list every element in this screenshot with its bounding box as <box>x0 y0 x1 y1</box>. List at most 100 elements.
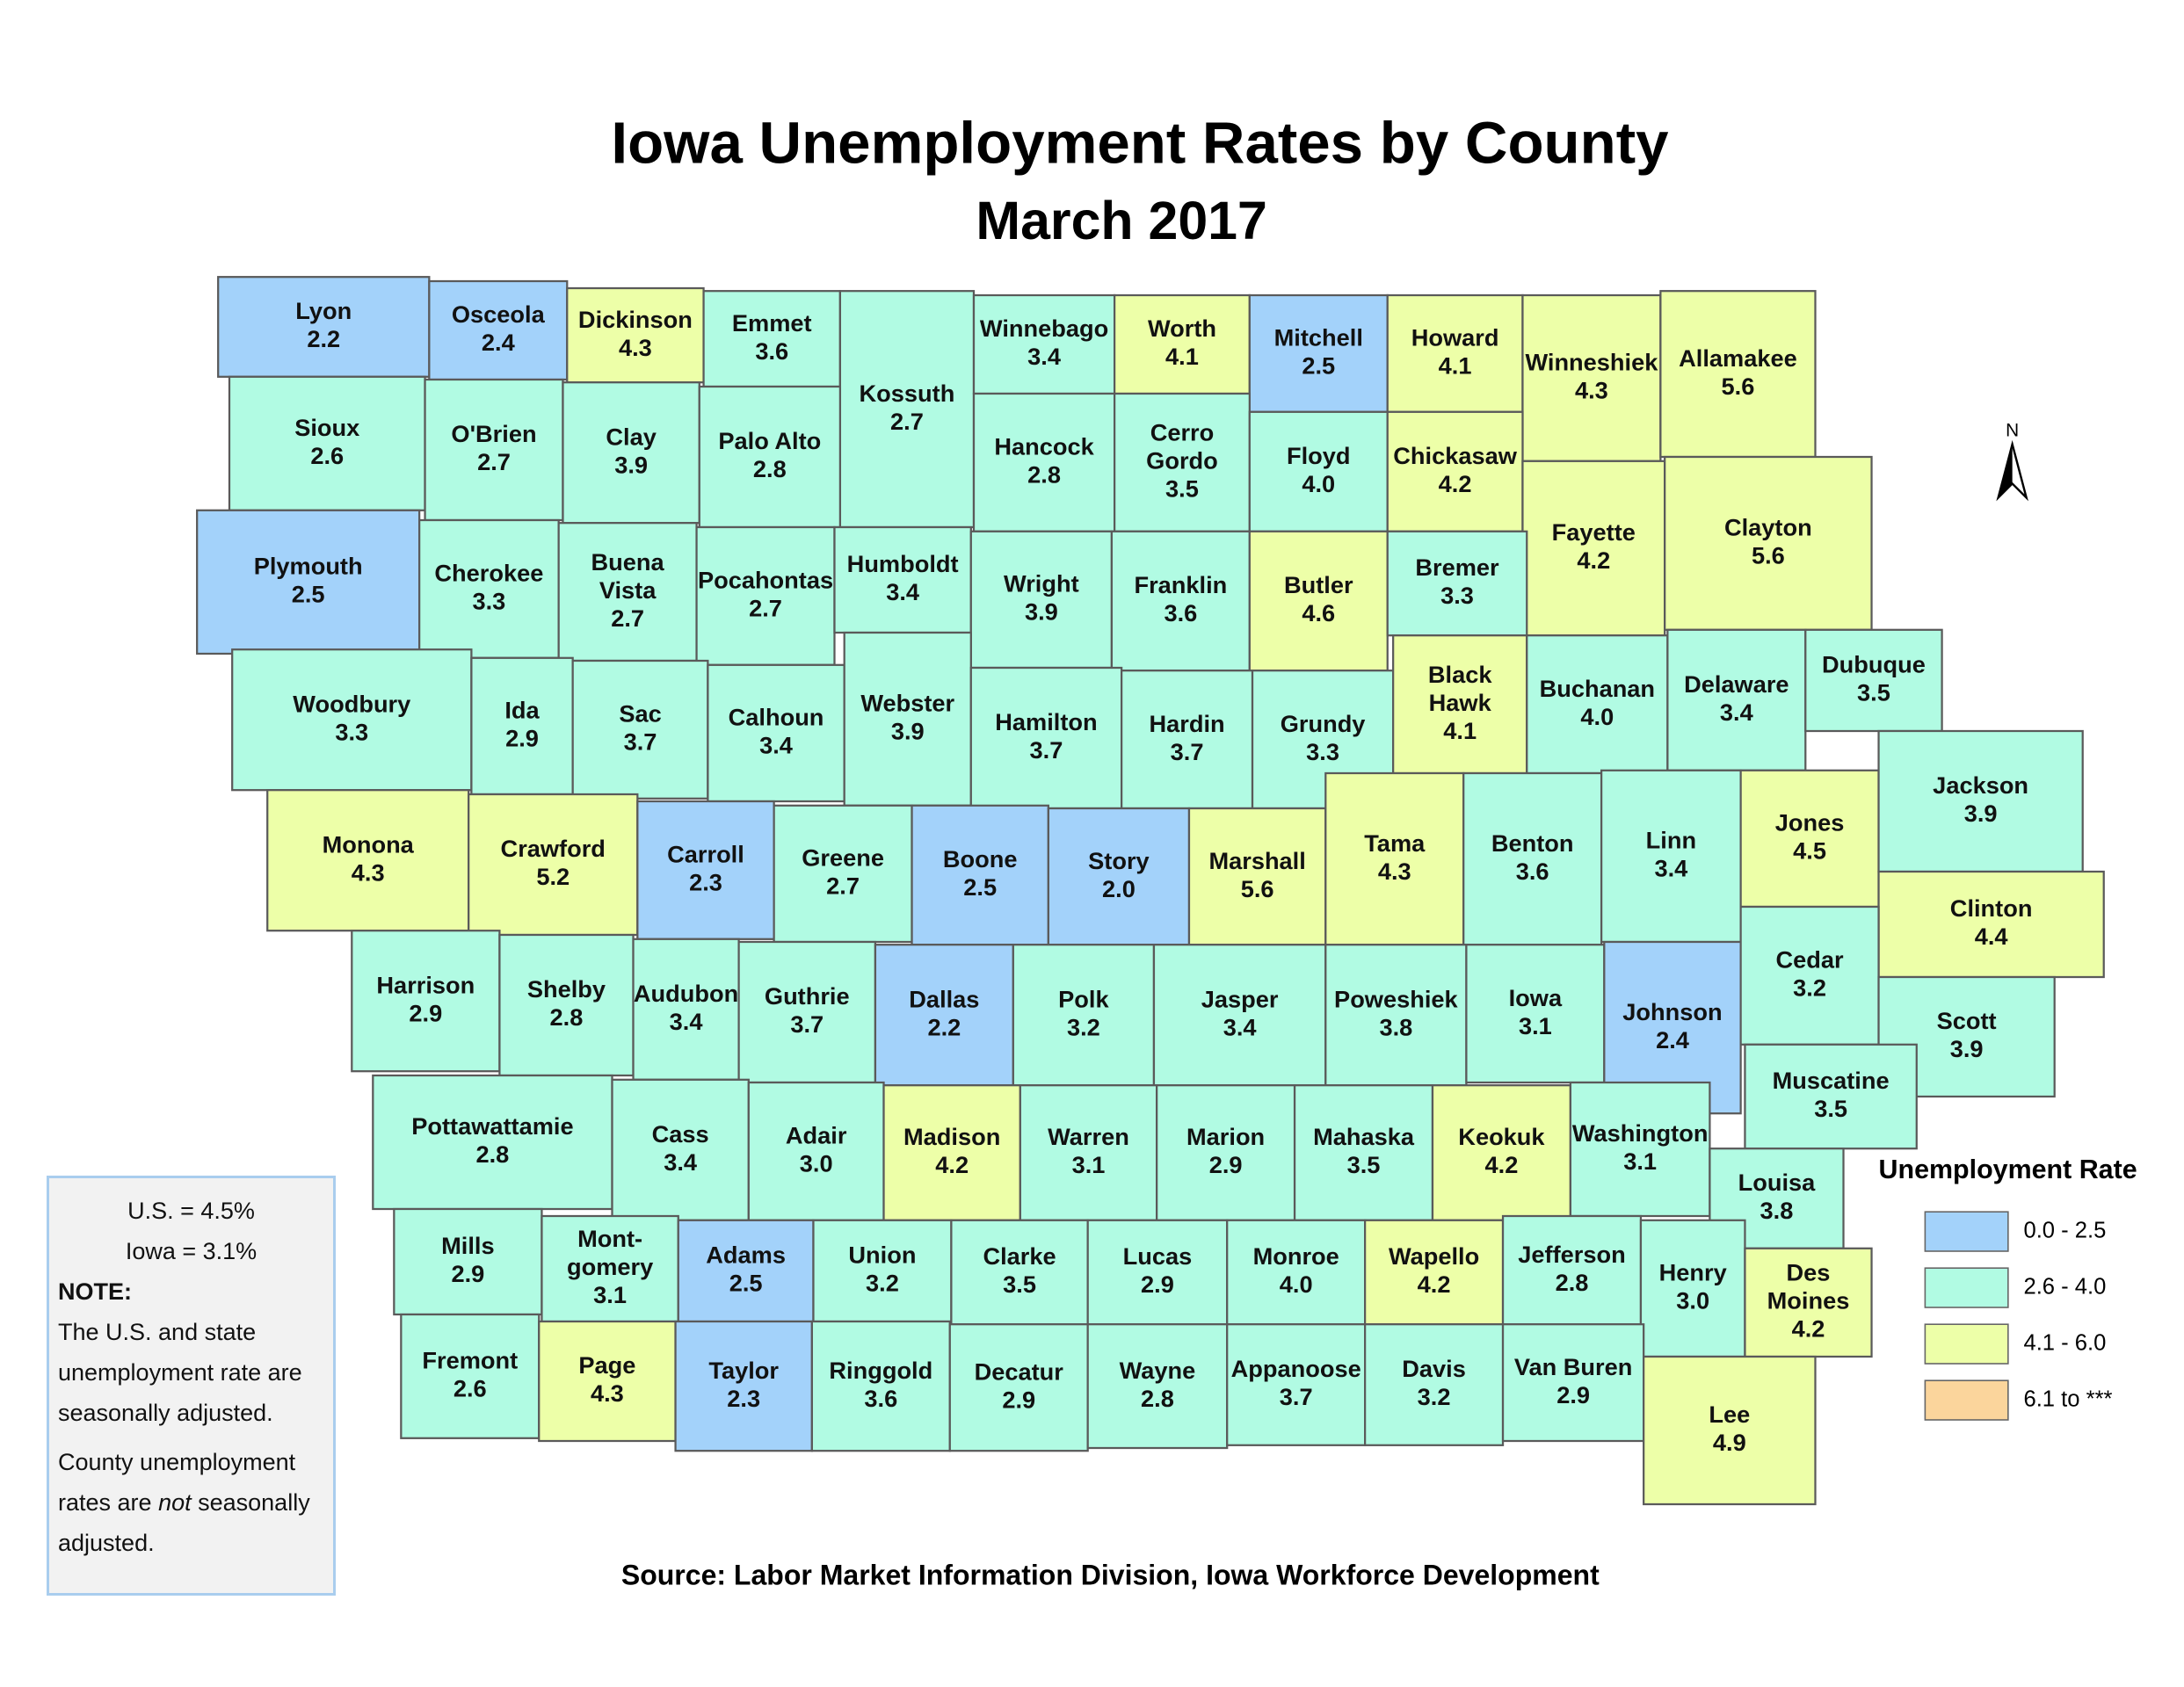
county <box>1639 1219 1746 1358</box>
county-value: 2.3 <box>727 1385 760 1412</box>
county-value: 2.8 <box>1027 461 1061 489</box>
us-rate: U.S. = 4.5% <box>127 1198 255 1224</box>
county-value: 3.9 <box>614 451 648 478</box>
county <box>1521 293 1662 462</box>
county-name: Wapello <box>1389 1242 1479 1270</box>
county-value: 3.4 <box>1223 1013 1257 1040</box>
county <box>1877 870 2105 979</box>
county-name: Winneshiek <box>1525 349 1658 376</box>
county-name: Louisa <box>1738 1169 1817 1196</box>
county <box>1739 769 1880 909</box>
county-value: 4.2 <box>1485 1151 1519 1178</box>
county-value: 5.6 <box>1722 373 1755 400</box>
county-value: 3.3 <box>472 588 505 615</box>
county-name: Iowa <box>1509 984 1563 1011</box>
county-name: Gordo <box>1146 447 1218 474</box>
county-value: 4.4 <box>1975 923 2008 950</box>
county <box>1431 1084 1572 1221</box>
county-name: Hancock <box>994 433 1094 460</box>
county-value: 2.9 <box>1556 1381 1590 1408</box>
county-name: Lee <box>1709 1401 1750 1428</box>
county <box>1664 455 1873 631</box>
county-name: Dallas <box>909 985 979 1012</box>
county-value: 3.2 <box>1067 1013 1100 1040</box>
county-value: 2.4 <box>482 329 515 356</box>
county-value: 2.4 <box>1656 1026 1689 1053</box>
county-name: Grundy <box>1281 710 1366 737</box>
county-name: Clayton <box>1724 514 1812 541</box>
county-value: 4.1 <box>1443 717 1477 744</box>
county-name: Crawford <box>501 835 606 862</box>
county <box>1877 729 2084 873</box>
county-value: 4.0 <box>1280 1271 1313 1298</box>
county <box>1643 1355 1817 1506</box>
county-value: 3.0 <box>800 1150 833 1177</box>
county-value: 4.3 <box>591 1379 624 1407</box>
county-value: 4.6 <box>1302 599 1335 626</box>
county-value: 2.5 <box>1302 352 1335 380</box>
county-value: 5.2 <box>536 863 570 890</box>
county-value: 2.7 <box>749 595 782 622</box>
county-name: Vista <box>599 576 657 604</box>
note-box: U.S. = 4.5% Iowa = 3.1% NOTE: The U.S. a… <box>47 1176 336 1596</box>
county-name: Story <box>1088 847 1150 874</box>
county-name: Harrison <box>376 971 475 998</box>
county-name: Greene <box>802 844 884 872</box>
county-value: 3.9 <box>891 718 925 745</box>
county-value: 3.1 <box>1623 1148 1657 1175</box>
county-name: Marion <box>1186 1123 1265 1150</box>
county <box>911 804 1049 946</box>
county-value: 3.1 <box>1072 1151 1106 1178</box>
county-value: 2.2 <box>927 1013 961 1040</box>
county-name: Fremont <box>422 1347 518 1374</box>
county-value: 4.2 <box>935 1151 969 1178</box>
county-name: Johnson <box>1622 998 1722 1025</box>
county <box>1324 771 1465 946</box>
county-name: Howard <box>1411 324 1499 351</box>
county <box>1501 1323 1645 1443</box>
county-name: Carroll <box>667 841 744 868</box>
county-value: 4.2 <box>1792 1315 1825 1343</box>
legend-swatch <box>1924 1211 2009 1252</box>
county-value: 4.1 <box>1439 352 1472 380</box>
county-name: Clarke <box>983 1242 1056 1270</box>
county-name: gomery <box>567 1253 653 1280</box>
legend: 0.0 - 2.5 2.6 - 4.0 4.1 - 6.0 6.1 to *** <box>1924 1211 2113 1421</box>
county-value: 3.4 <box>1027 343 1061 370</box>
county-value: 3.3 <box>1440 582 1474 609</box>
county <box>538 1320 677 1443</box>
county <box>874 944 1014 1087</box>
county-name: Mills <box>441 1232 494 1259</box>
county-value: 3.6 <box>864 1385 897 1412</box>
county-name: Cerro <box>1150 419 1215 446</box>
county-value: 3.3 <box>335 718 368 745</box>
county-value: 2.7 <box>611 605 644 632</box>
county-name: Dickinson <box>578 306 693 333</box>
legend-label: 4.1 - 6.0 <box>2023 1330 2106 1355</box>
county-value: 3.5 <box>1165 475 1199 503</box>
note-text: seasonally adjusted. <box>58 1489 310 1556</box>
county-name: Pocahontas <box>698 567 833 594</box>
county-value: 4.9 <box>1713 1429 1746 1456</box>
county <box>1744 1043 1918 1150</box>
county-value: 3.0 <box>1676 1287 1709 1314</box>
county-value: 2.5 <box>292 581 325 608</box>
counties: Lyon2.2Osceola2.4Dickinson4.3Emmet3.6Kos… <box>196 276 2105 1506</box>
iowa-rate: Iowa = 3.1% <box>125 1238 258 1264</box>
county-value: 4.3 <box>1575 377 1608 404</box>
county-value: 4.5 <box>1793 837 1826 865</box>
county-value: 3.5 <box>1814 1095 1847 1122</box>
county-name: Jasper <box>1201 985 1279 1012</box>
county <box>1386 530 1528 637</box>
county <box>674 1320 813 1452</box>
county-name: Palo Alto <box>718 427 821 454</box>
county <box>1121 670 1254 810</box>
county-value: 3.9 <box>1964 800 1998 827</box>
county <box>677 1219 815 1323</box>
county-value: 4.0 <box>1580 703 1614 730</box>
county-value: 3.7 <box>1030 736 1063 764</box>
county-name: Page <box>578 1351 635 1379</box>
county <box>838 290 976 529</box>
county-value: 2.8 <box>1556 1269 1589 1296</box>
county-value: 2.8 <box>753 455 787 482</box>
